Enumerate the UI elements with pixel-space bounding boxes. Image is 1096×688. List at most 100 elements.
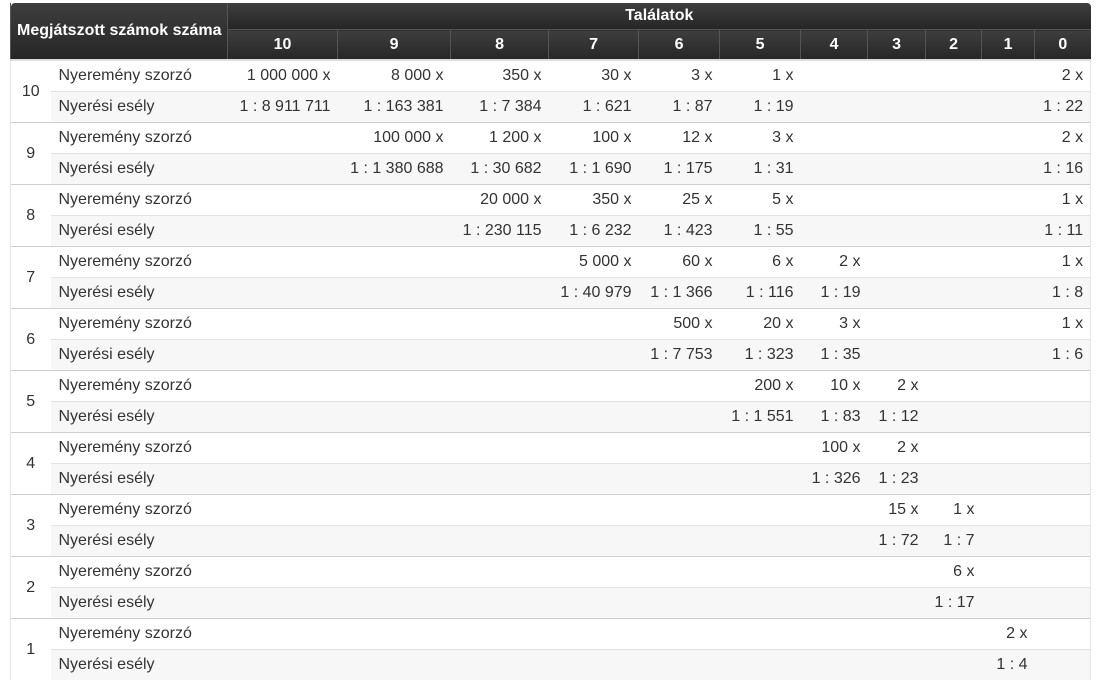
played-count-cell: 2 bbox=[10, 556, 51, 619]
multiplier-cell bbox=[981, 246, 1035, 278]
odds-cell bbox=[867, 91, 926, 123]
odds-cell bbox=[925, 649, 982, 680]
multiplier-cell bbox=[450, 370, 549, 402]
odds-cell: 1 : 40 979 bbox=[548, 277, 639, 309]
multiplier-cell bbox=[450, 494, 549, 526]
odds-cell bbox=[337, 215, 451, 247]
odds-cell bbox=[227, 339, 338, 371]
multiplier-cell bbox=[800, 494, 868, 526]
multiplier-cell bbox=[800, 556, 868, 588]
multiplier-row-label: Nyeremény szorzó bbox=[50, 308, 228, 340]
multiplier-cell bbox=[337, 246, 451, 278]
odds-cell bbox=[638, 401, 720, 433]
multiplier-cell: 2 x bbox=[800, 246, 868, 278]
column-header-hits-8: 8 bbox=[450, 29, 549, 60]
multiplier-cell bbox=[981, 59, 1035, 92]
odds-cell: 1 : 163 381 bbox=[337, 91, 451, 123]
multiplier-cell bbox=[925, 370, 982, 402]
odds-cell bbox=[800, 153, 868, 185]
multiplier-cell: 15 x bbox=[867, 494, 926, 526]
multiplier-cell bbox=[450, 556, 549, 588]
multiplier-row-label: Nyeremény szorzó bbox=[50, 370, 228, 402]
hits-header: Találatok bbox=[227, 3, 1091, 30]
multiplier-cell: 2 x bbox=[1034, 122, 1092, 154]
multiplier-cell bbox=[227, 432, 338, 464]
multiplier-cell: 2 x bbox=[981, 618, 1035, 650]
odds-cell: 1 : 1 380 688 bbox=[337, 153, 451, 185]
odds-row-label: Nyerési esély bbox=[50, 587, 228, 619]
multiplier-cell: 500 x bbox=[638, 308, 720, 340]
odds-cell bbox=[548, 339, 639, 371]
odds-cell bbox=[981, 339, 1035, 371]
multiplier-cell bbox=[548, 556, 639, 588]
multiplier-cell bbox=[548, 370, 639, 402]
multiplier-cell bbox=[981, 184, 1035, 216]
odds-cell bbox=[719, 463, 801, 495]
odds-row-label: Nyerési esély bbox=[50, 525, 228, 557]
multiplier-cell bbox=[450, 432, 549, 464]
odds-cell: 1 : 175 bbox=[638, 153, 720, 185]
multiplier-cell bbox=[719, 618, 801, 650]
odds-cell bbox=[227, 153, 338, 185]
multiplier-cell bbox=[227, 308, 338, 340]
multiplier-cell bbox=[1034, 432, 1092, 464]
multiplier-cell: 100 x bbox=[800, 432, 868, 464]
odds-row-label: Nyerési esély bbox=[50, 91, 228, 123]
multiplier-cell bbox=[227, 494, 338, 526]
multiplier-cell bbox=[867, 246, 926, 278]
multiplier-cell bbox=[1034, 556, 1092, 588]
odds-cell bbox=[227, 463, 338, 495]
multiplier-cell: 60 x bbox=[638, 246, 720, 278]
odds-cell bbox=[800, 649, 868, 680]
table-row: Nyerési esély 1 : 230 115 1 : 6 232 1 : 423… bbox=[11, 215, 1092, 247]
odds-cell bbox=[1034, 587, 1092, 619]
odds-cell bbox=[337, 649, 451, 680]
column-header-hits-0: 0 bbox=[1034, 29, 1091, 60]
odds-cell: 1 : 7 bbox=[925, 525, 982, 557]
multiplier-cell: 2 x bbox=[867, 432, 926, 464]
odds-cell: 1 : 11 bbox=[1034, 215, 1092, 247]
odds-row-label: Nyerési esély bbox=[50, 215, 228, 247]
multiplier-cell bbox=[925, 246, 982, 278]
multiplier-row-label: Nyeremény szorzó bbox=[50, 618, 228, 650]
multiplier-row-label: Nyeremény szorzó bbox=[50, 59, 228, 92]
odds-cell bbox=[337, 525, 451, 557]
multiplier-cell: 6 x bbox=[925, 556, 982, 588]
played-count-cell: 1 bbox=[10, 618, 51, 680]
odds-cell bbox=[800, 587, 868, 619]
odds-cell bbox=[227, 277, 338, 309]
table-row: Nyerési esély 1 : 7 753 1 : 323 1 : 35 1 : 6 bbox=[11, 339, 1092, 371]
odds-cell bbox=[638, 525, 720, 557]
multiplier-row-label: Nyeremény szorzó bbox=[50, 246, 228, 278]
multiplier-cell bbox=[638, 432, 720, 464]
odds-cell bbox=[867, 277, 926, 309]
odds-cell bbox=[981, 463, 1035, 495]
odds-cell: 1 : 22 bbox=[1034, 91, 1092, 123]
odds-row-label: Nyerési esély bbox=[50, 649, 228, 680]
multiplier-cell: 350 x bbox=[450, 59, 549, 92]
multiplier-cell bbox=[800, 122, 868, 154]
multiplier-cell: 2 x bbox=[867, 370, 926, 402]
multiplier-cell bbox=[450, 618, 549, 650]
odds-cell bbox=[227, 587, 338, 619]
odds-cell: 1 : 6 bbox=[1034, 339, 1092, 371]
column-header-hits-1: 1 bbox=[981, 29, 1035, 60]
odds-cell bbox=[925, 91, 982, 123]
multiplier-cell: 3 x bbox=[800, 308, 868, 340]
table-row: Nyerési esély 1 : 1 380 688 1 : 30 682 1 : … bbox=[11, 153, 1092, 185]
played-numbers-header: Megjátszott számok száma bbox=[9, 3, 228, 60]
multiplier-cell bbox=[981, 308, 1035, 340]
odds-cell: 1 : 621 bbox=[548, 91, 639, 123]
table-row: Nyerési esély 1 : 1 551 1 : 83 1 : 12 bbox=[11, 401, 1092, 433]
odds-cell bbox=[867, 339, 926, 371]
multiplier-cell bbox=[548, 494, 639, 526]
multiplier-row-label: Nyeremény szorzó bbox=[50, 432, 228, 464]
odds-cell bbox=[337, 463, 451, 495]
multiplier-cell: 20 000 x bbox=[450, 184, 549, 216]
multiplier-cell bbox=[719, 432, 801, 464]
multiplier-cell bbox=[1034, 618, 1092, 650]
odds-cell: 1 : 30 682 bbox=[450, 153, 549, 185]
